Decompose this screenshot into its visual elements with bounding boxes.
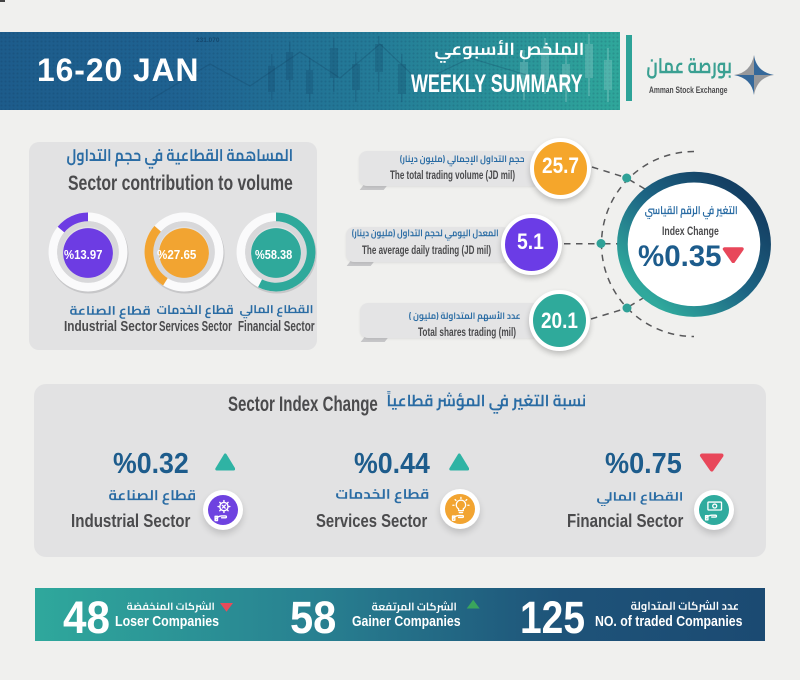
svg-text:231.070: 231.070 [196, 37, 220, 44]
